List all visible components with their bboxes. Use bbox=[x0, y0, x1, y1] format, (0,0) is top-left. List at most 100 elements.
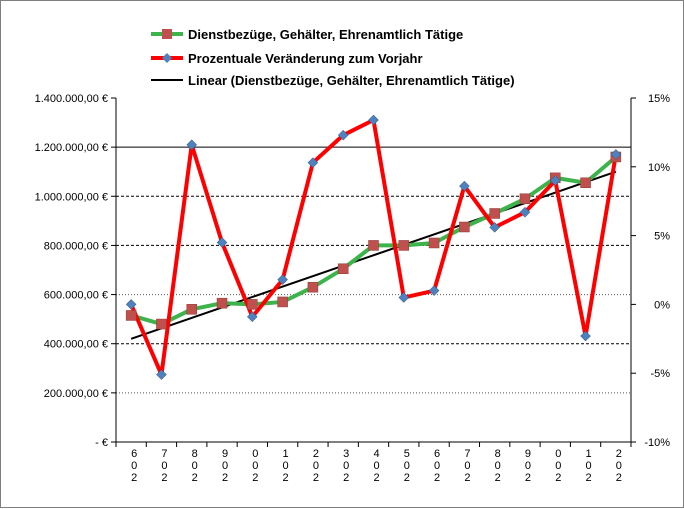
point-dienstbezuege bbox=[398, 240, 410, 251]
x-tick-label: 0 bbox=[373, 460, 379, 472]
point-dienstbezuege bbox=[519, 193, 531, 204]
point-veraenderung bbox=[549, 175, 561, 186]
point-dienstbezuege bbox=[156, 318, 167, 330]
x-tick-label: 2 bbox=[616, 448, 622, 460]
point-dienstbezuege bbox=[186, 304, 197, 315]
x-tick-label: 0 bbox=[161, 460, 167, 472]
legend-label-veraenderung: Prozentuale Veränderung zum Vorjahr bbox=[188, 51, 423, 66]
x-tick-label: 7 bbox=[464, 448, 470, 460]
x-tick-label: 2 bbox=[495, 472, 501, 484]
x-tick-label: 2 bbox=[464, 472, 470, 484]
point-veraenderung bbox=[337, 129, 349, 141]
point-dienstbezuege bbox=[125, 310, 137, 321]
point-veraenderung bbox=[186, 139, 198, 151]
point-dienstbezuege bbox=[247, 299, 258, 310]
point-veraenderung bbox=[125, 299, 137, 310]
point-veraenderung bbox=[368, 114, 379, 126]
point-veraenderung bbox=[459, 180, 470, 192]
x-tick-label: 1 bbox=[283, 448, 289, 460]
y-left-tick-label: 600.000,00 € bbox=[44, 290, 108, 302]
x-tick-label: 0 bbox=[464, 460, 470, 472]
x-tick-label: 8 bbox=[495, 448, 501, 460]
x-tick-label: 7 bbox=[161, 448, 167, 460]
point-dienstbezuege bbox=[580, 177, 591, 189]
y-left-tick-label: 1.200.000,00 € bbox=[35, 142, 108, 154]
x-tick-label: 9 bbox=[222, 448, 228, 460]
y-right-tick-label: -10% bbox=[644, 437, 670, 449]
point-veraenderung bbox=[580, 330, 591, 342]
point-veraenderung bbox=[489, 221, 501, 233]
point-veraenderung bbox=[277, 274, 288, 285]
x-tick-label: 2 bbox=[373, 472, 379, 484]
x-tick-label: 2 bbox=[252, 472, 258, 484]
y-right-tick-label: 0% bbox=[654, 299, 670, 311]
x-tick-label: 2 bbox=[585, 472, 591, 484]
point-dienstbezuege bbox=[337, 263, 349, 275]
y-right-tick-label: -5% bbox=[650, 368, 670, 380]
y-right-tick-label: 10% bbox=[648, 162, 670, 174]
x-tick-label: 2 bbox=[161, 472, 167, 484]
x-tick-label: 8 bbox=[192, 448, 198, 460]
x-tick-label: 2 bbox=[555, 472, 561, 484]
point-veraenderung bbox=[246, 311, 258, 323]
x-tick-label: 0 bbox=[131, 460, 137, 472]
chart-legend: Dienstbezüge, Gehälter, Ehrenamtlich Tät… bbox=[151, 27, 515, 88]
point-veraenderung bbox=[428, 285, 440, 296]
point-veraenderung bbox=[398, 292, 410, 303]
point-dienstbezuege bbox=[277, 296, 288, 308]
point-dienstbezuege bbox=[368, 240, 379, 251]
legend-label-dienstbezuege: Dienstbezüge, Gehälter, Ehrenamtlich Tät… bbox=[188, 27, 463, 42]
x-tick-label: 0 bbox=[192, 460, 198, 472]
x-tick-label: 2 bbox=[434, 472, 440, 484]
x-tick-label: 0 bbox=[495, 460, 501, 472]
x-tick-label: 0 bbox=[404, 460, 410, 472]
x-tick-label: 6 bbox=[434, 448, 440, 460]
point-veraenderung bbox=[156, 369, 167, 380]
point-veraenderung bbox=[610, 149, 622, 160]
x-tick-label: 3 bbox=[343, 448, 349, 460]
x-tick-label: 2 bbox=[192, 472, 198, 484]
point-veraenderung bbox=[307, 157, 319, 169]
y-right-tick-label: 15% bbox=[648, 93, 670, 105]
x-tick-label: 0 bbox=[313, 460, 319, 472]
x-tick-label: 0 bbox=[555, 460, 561, 472]
point-dienstbezuege bbox=[216, 297, 228, 309]
x-tick-label: 4 bbox=[373, 448, 379, 460]
x-tick-label: 2 bbox=[131, 472, 137, 484]
point-veraenderung bbox=[519, 206, 531, 218]
legend-swatch-marker-dienstbezuege bbox=[162, 29, 172, 39]
legend-swatch-marker-veraenderung bbox=[162, 53, 172, 63]
x-tick-label: 1 bbox=[585, 448, 591, 460]
x-tick-label: 0 bbox=[525, 460, 531, 472]
x-tick-label: 2 bbox=[343, 472, 349, 484]
x-tick-label: 2 bbox=[525, 472, 531, 484]
y-right-tick-label: 5% bbox=[654, 231, 670, 243]
x-tick-label: 2 bbox=[283, 472, 289, 484]
x-tick-label: 0 bbox=[283, 460, 289, 472]
legend-label-trend: Linear (Dienstbezüge, Gehälter, Ehrenamt… bbox=[188, 73, 515, 88]
x-tick-label: 2 bbox=[313, 448, 319, 460]
x-tick-label: 9 bbox=[525, 448, 531, 460]
x-tick-label: 2 bbox=[313, 472, 319, 484]
x-tick-label: 0 bbox=[616, 460, 622, 472]
y-left-tick-label: 1.000.000,00 € bbox=[35, 191, 108, 203]
point-dienstbezuege bbox=[489, 208, 500, 219]
x-tick-label: 0 bbox=[585, 460, 591, 472]
point-dienstbezuege bbox=[307, 281, 319, 293]
point-dienstbezuege bbox=[459, 221, 470, 233]
x-tick-label: 5 bbox=[404, 448, 410, 460]
x-tick-label: 2 bbox=[404, 472, 410, 484]
y-left-tick-label: 400.000,00 € bbox=[44, 339, 108, 351]
x-tick-label: 0 bbox=[434, 460, 440, 472]
gridlines bbox=[116, 146, 631, 394]
x-tick-label: 0 bbox=[222, 460, 228, 472]
y-left-tick-label: 800.000,00 € bbox=[44, 240, 108, 252]
point-dienstbezuege bbox=[428, 237, 440, 249]
x-tick-label: 0 bbox=[252, 448, 258, 460]
x-tick-label: 6 bbox=[131, 448, 137, 460]
y-left-tick-label: 1.400.000,00 € bbox=[35, 93, 108, 105]
y-left-tick-label: 200.000,00 € bbox=[44, 388, 108, 400]
x-tick-label: 2 bbox=[616, 472, 622, 484]
